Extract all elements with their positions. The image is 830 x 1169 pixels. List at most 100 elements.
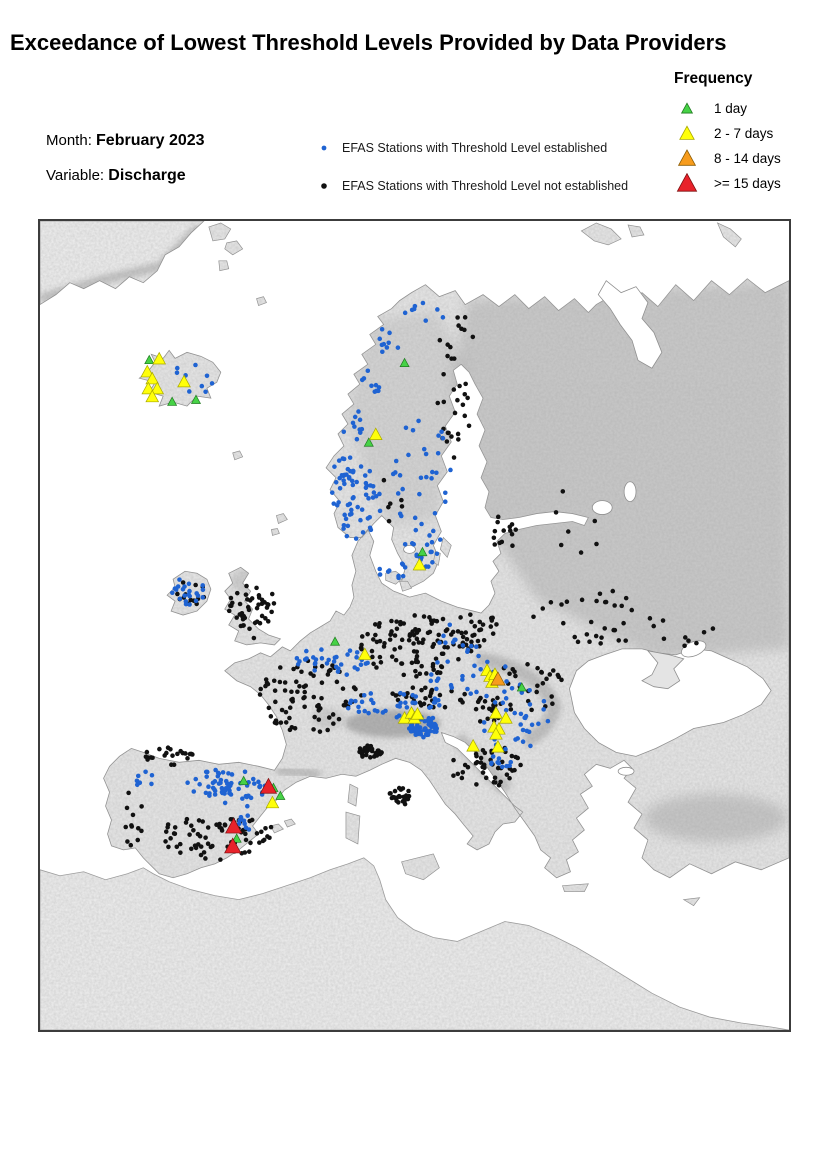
station-dot-established bbox=[215, 773, 221, 779]
station-dot-established bbox=[474, 689, 479, 695]
station-dot-established bbox=[336, 458, 342, 463]
station-dot-established bbox=[386, 340, 391, 346]
station-dot-not_established bbox=[210, 843, 215, 849]
exceedance-triangle-g bbox=[399, 357, 410, 368]
station-dot-established bbox=[218, 777, 224, 783]
station-dot-not_established bbox=[559, 602, 564, 607]
station-dot-not_established bbox=[598, 641, 603, 646]
station-dot-not_established bbox=[509, 753, 515, 759]
station-dot-not_established bbox=[448, 344, 453, 350]
station-dot-established bbox=[408, 725, 413, 731]
station-dot-established bbox=[349, 478, 355, 484]
black-sea bbox=[569, 648, 772, 757]
station-dot-not_established bbox=[430, 644, 435, 649]
station-dot-established bbox=[212, 787, 217, 792]
station-dot-established bbox=[220, 770, 226, 775]
station-dot-not_established bbox=[218, 857, 223, 862]
station-dot-not_established bbox=[440, 651, 446, 657]
station-dot-not_established bbox=[489, 618, 495, 623]
station-dot-not_established bbox=[198, 852, 204, 858]
station-dot-not_established bbox=[610, 588, 616, 594]
station-dot-not_established bbox=[145, 757, 150, 762]
station-dot-not_established bbox=[492, 775, 498, 781]
station-dot-not_established bbox=[396, 785, 402, 791]
station-dot-established bbox=[182, 593, 187, 598]
station-dot-not_established bbox=[515, 755, 520, 761]
station-dot-not_established bbox=[494, 622, 499, 627]
station-dot-not_established bbox=[458, 615, 463, 620]
station-dot-established bbox=[341, 456, 347, 462]
variable-value: Discharge bbox=[108, 167, 186, 184]
station-dot-not_established bbox=[268, 714, 274, 719]
station-dot-not_established bbox=[464, 636, 470, 642]
station-dot-established bbox=[143, 769, 148, 775]
station-dot-established bbox=[238, 815, 244, 821]
page-title: Exceedance of Lowest Threshold Levels Pr… bbox=[10, 30, 727, 55]
station-dot-not_established bbox=[616, 638, 622, 643]
station-dot-established bbox=[304, 656, 309, 661]
station-dot-not_established bbox=[466, 423, 472, 429]
station-dot-not_established bbox=[414, 656, 419, 662]
station-dot-not_established bbox=[558, 542, 564, 548]
station-dot-not_established bbox=[252, 620, 258, 626]
station-dot-not_established bbox=[504, 772, 510, 777]
exceedance-triangle-y bbox=[152, 351, 167, 365]
station-dot-not_established bbox=[456, 323, 461, 328]
station-dot-not_established bbox=[386, 518, 392, 524]
station-dot-established bbox=[216, 781, 222, 786]
station-dot-not_established bbox=[414, 636, 420, 642]
exceedance-triangle-y bbox=[499, 711, 513, 724]
station-dot-not_established bbox=[139, 828, 144, 834]
station-dot-not_established bbox=[470, 633, 475, 638]
station-dot-not_established bbox=[319, 695, 324, 701]
station-dot-not_established bbox=[328, 667, 333, 673]
station-dot-not_established bbox=[495, 519, 500, 525]
station-dot-not_established bbox=[492, 780, 498, 785]
station-dot-not_established bbox=[477, 619, 483, 625]
station-dot-established bbox=[177, 577, 182, 582]
frequency-item-label: 8 - 14 days bbox=[714, 151, 781, 166]
station-dot-established bbox=[212, 792, 218, 797]
station-dot-not_established bbox=[399, 661, 405, 666]
station-dot-established bbox=[377, 566, 383, 572]
station-dot-established bbox=[242, 769, 248, 775]
station-dot-not_established bbox=[462, 413, 468, 419]
station-dot-established bbox=[434, 551, 440, 557]
exceedance-triangle-y bbox=[466, 738, 480, 752]
station-dot-not_established bbox=[278, 665, 283, 670]
station-dot-established bbox=[182, 584, 187, 589]
station-dot-established bbox=[186, 592, 191, 597]
variable-row: Variable: Discharge bbox=[46, 167, 205, 185]
station-dot-established bbox=[359, 507, 365, 512]
station-dot-established bbox=[324, 661, 330, 666]
station-dot-not_established bbox=[405, 796, 411, 802]
exceedance-triangle-y bbox=[177, 374, 191, 388]
station-dot-not_established bbox=[139, 804, 144, 809]
station-dot-not_established bbox=[368, 755, 373, 760]
station-dot-not_established bbox=[451, 773, 456, 778]
station-dot-not_established bbox=[389, 654, 395, 659]
orange-triangle-icon bbox=[677, 148, 697, 166]
station-dot-established bbox=[428, 678, 434, 684]
station-dot-not_established bbox=[189, 846, 194, 852]
station-dot-established bbox=[410, 692, 415, 698]
station-dot-established bbox=[439, 429, 444, 435]
station-dot-not_established bbox=[359, 634, 365, 639]
sea-of-azov bbox=[680, 640, 707, 658]
station-dot-established bbox=[414, 553, 419, 559]
station-dot-established bbox=[177, 596, 183, 602]
station-dot-established bbox=[434, 726, 440, 731]
station-dot-established bbox=[416, 418, 421, 424]
station-dot-established bbox=[398, 700, 403, 706]
station-dot-not_established bbox=[295, 689, 300, 695]
station-dot-not_established bbox=[553, 510, 559, 515]
frequency-item-8-14days: 8 - 14 days bbox=[674, 146, 781, 171]
station-dot-not_established bbox=[548, 600, 554, 605]
station-dot-not_established bbox=[168, 836, 173, 841]
europe-map-svg bbox=[40, 221, 789, 1030]
station-dot-not_established bbox=[326, 715, 332, 720]
station-dot-established bbox=[545, 718, 551, 724]
frequency-legend-title: Frequency bbox=[674, 70, 753, 87]
station-dot-established bbox=[482, 728, 487, 734]
station-dot-not_established bbox=[168, 746, 173, 752]
